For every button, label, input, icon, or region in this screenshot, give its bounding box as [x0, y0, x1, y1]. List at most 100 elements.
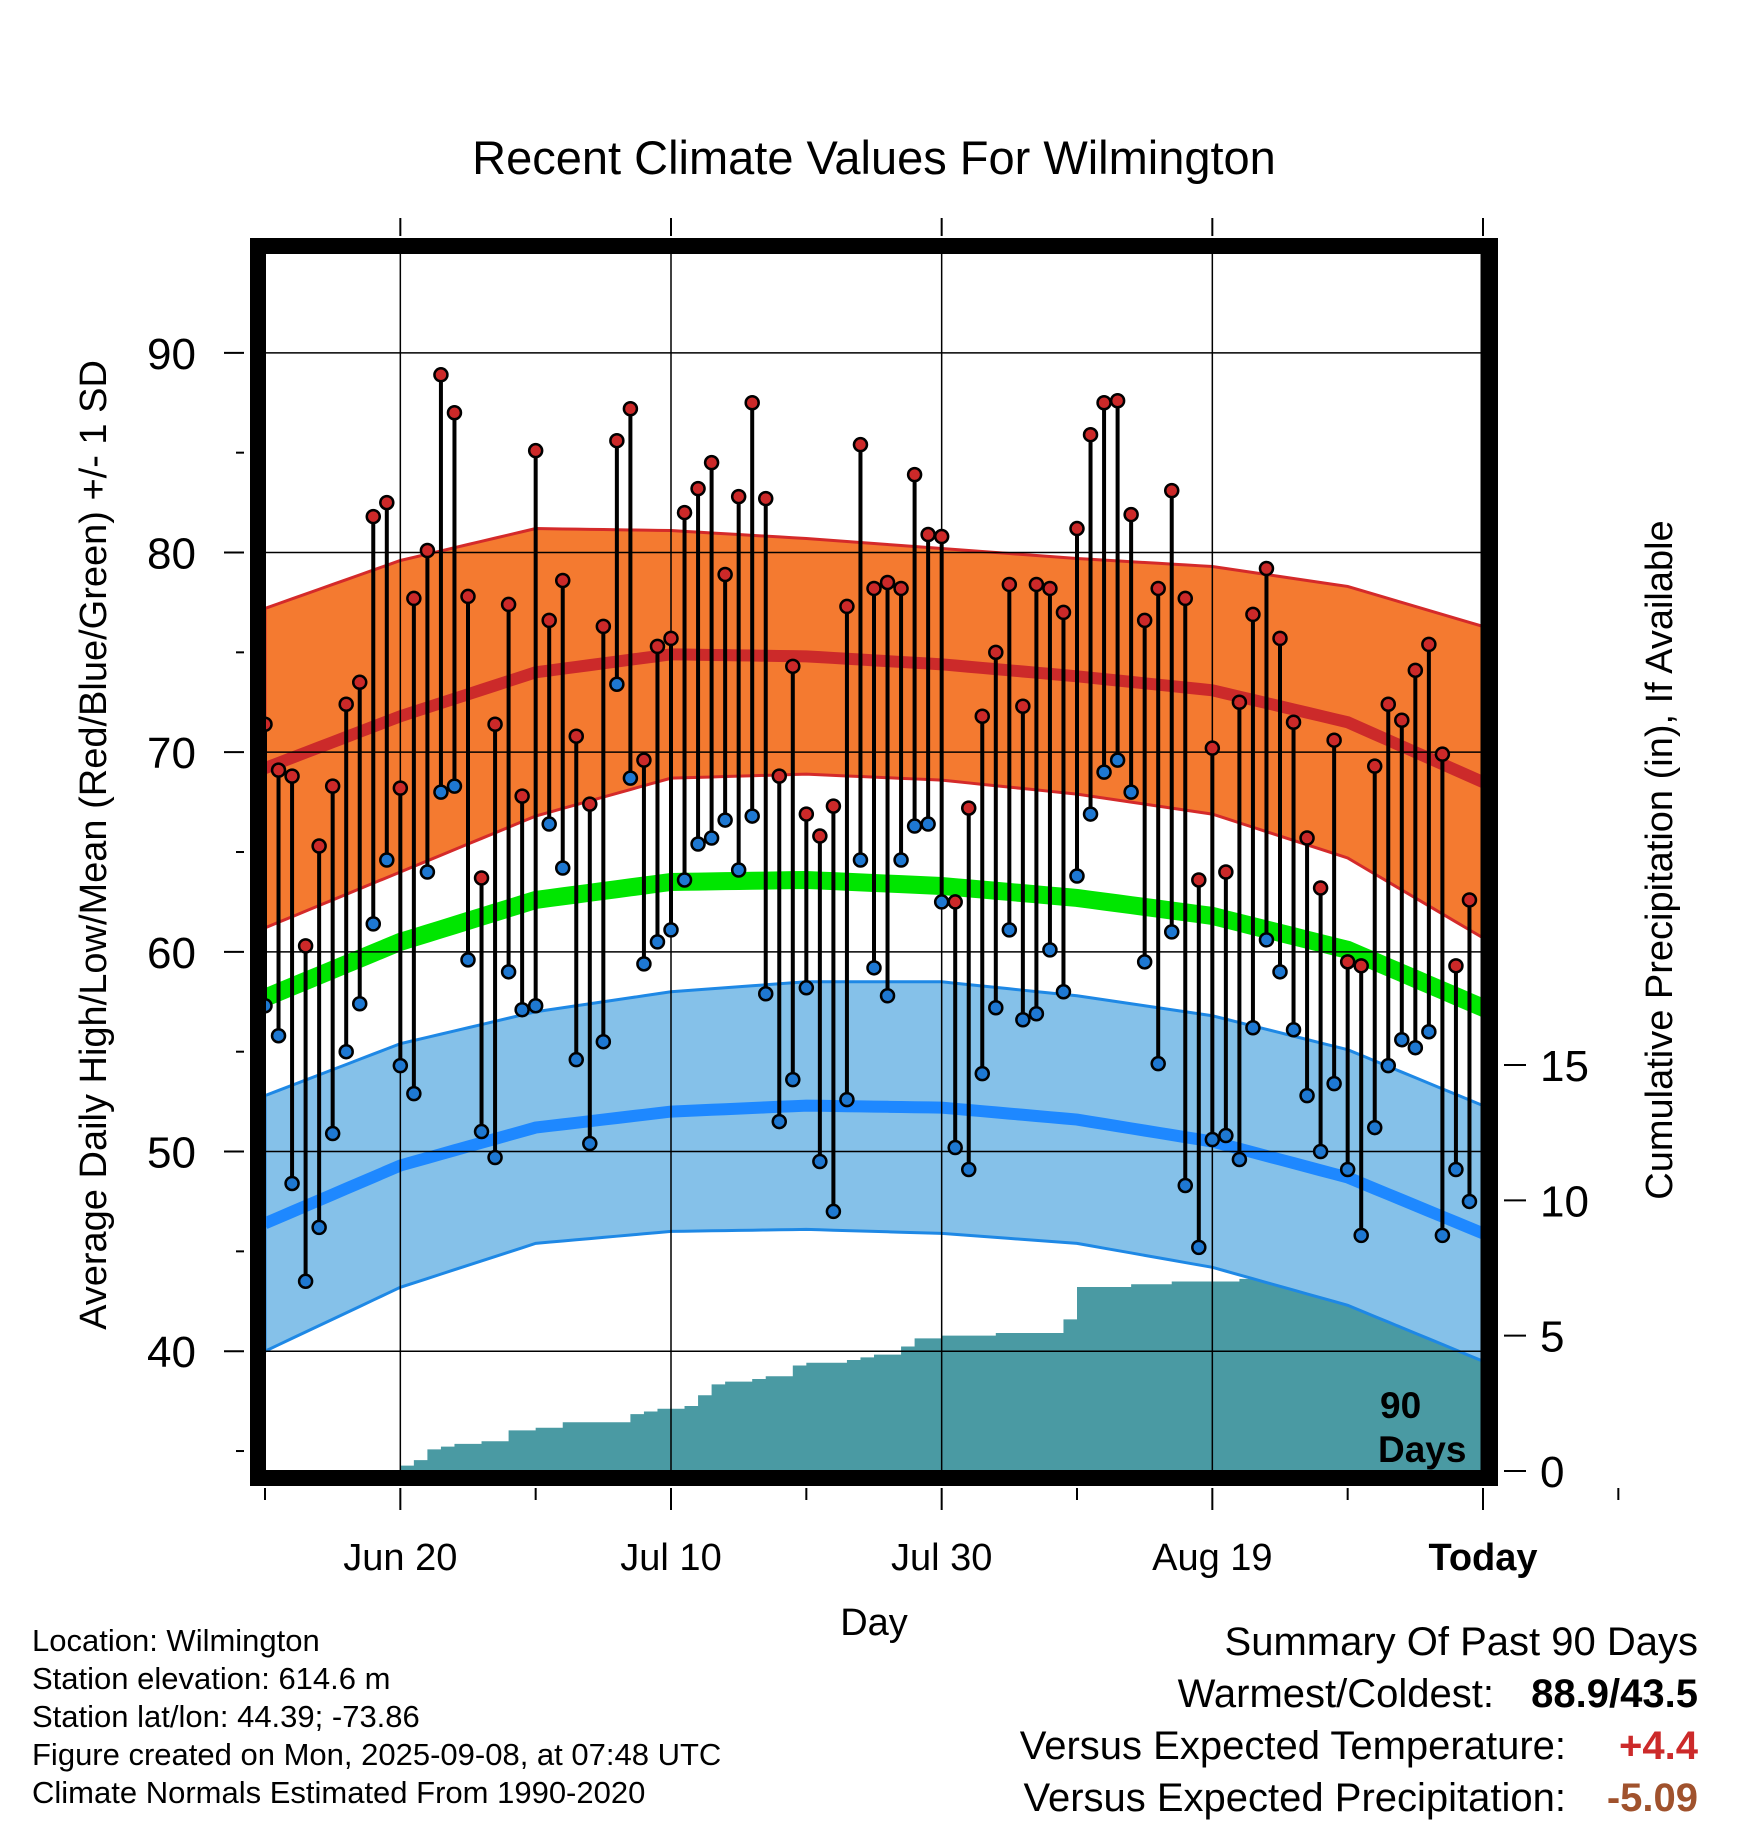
low-point: [433, 784, 449, 800]
high-point: [1177, 590, 1194, 607]
high-point: [622, 400, 639, 417]
high-point: [487, 716, 503, 732]
low-point: [798, 980, 815, 996]
high-point: [419, 542, 436, 559]
high-point: [1096, 395, 1112, 411]
low-point: [676, 872, 693, 888]
low-point: [757, 986, 774, 1002]
high-point: [703, 454, 720, 471]
high-point: [1015, 698, 1031, 715]
y-tick-label: 50: [147, 1129, 196, 1178]
summary-warm-cold-value: 88.9/43.5: [1531, 1672, 1698, 1716]
x-tick-label: Jul 30: [891, 1537, 992, 1579]
chart-title: Recent Climate Values For Wilmington: [472, 131, 1276, 184]
high-point: [1434, 746, 1451, 762]
summary-warm-cold-label: Warmest/Coldest:: [1177, 1672, 1494, 1716]
low-point: [284, 1175, 300, 1192]
today-label-90: 90: [1380, 1385, 1421, 1426]
high-point: [500, 596, 517, 613]
low-point: [1407, 1039, 1424, 1056]
y2-axis-label: Cumulative Precipitation (in), If Availa…: [1639, 520, 1681, 1199]
low-point: [636, 956, 652, 972]
high-point: [446, 404, 463, 421]
low-point: [893, 852, 909, 868]
low-point: [568, 1051, 585, 1068]
high-point: [757, 490, 774, 507]
low-point: [1299, 1087, 1315, 1104]
high-point: [1285, 714, 1302, 730]
low-point: [1028, 1006, 1045, 1022]
high-point: [270, 762, 287, 778]
high-point: [1366, 758, 1383, 774]
low-point: [1231, 1151, 1248, 1168]
high-point: [324, 778, 341, 794]
low-point: [1069, 868, 1085, 884]
low-point: [663, 922, 679, 938]
low-point: [906, 818, 923, 834]
high-point: [812, 828, 828, 844]
summary-precip-value: -5.09: [1606, 1776, 1698, 1820]
high-point: [1272, 630, 1288, 647]
low-point: [1177, 1177, 1194, 1194]
low-point: [1421, 1023, 1437, 1040]
high-point: [1163, 482, 1180, 499]
low-point: [1150, 1055, 1166, 1072]
low-point: [839, 1091, 855, 1108]
low-point: [1258, 932, 1275, 948]
low-point: [1136, 954, 1153, 970]
plot-frame: [250, 238, 1498, 1486]
low-point: [622, 770, 639, 786]
low-point: [812, 1153, 828, 1170]
summary-temp-label: Versus Expected Temperature:: [1019, 1724, 1566, 1768]
low-point: [595, 1033, 612, 1050]
y-tick-label: 70: [147, 729, 196, 778]
y-tick-label: 90: [147, 330, 196, 379]
high-point: [379, 494, 395, 511]
high-point: [1109, 393, 1126, 409]
low-point: [460, 952, 476, 968]
high-point: [893, 580, 909, 597]
low-point: [1123, 784, 1139, 800]
high-point: [473, 870, 490, 886]
high-point: [636, 752, 652, 768]
low-point: [1082, 806, 1099, 822]
high-point: [1028, 576, 1045, 593]
high-point: [663, 630, 679, 647]
high-point: [933, 528, 950, 545]
low-point: [582, 1135, 598, 1152]
high-point: [839, 598, 855, 615]
low-point: [1204, 1131, 1221, 1148]
high-point: [1245, 606, 1261, 623]
high-point: [717, 566, 733, 583]
low-point: [392, 1057, 409, 1074]
high-point: [1421, 636, 1437, 653]
low-point: [609, 676, 625, 693]
high-point: [1407, 662, 1424, 679]
low-point: [406, 1085, 422, 1102]
low-point: [988, 1000, 1004, 1016]
low-point: [1380, 1057, 1397, 1074]
low-point: [1434, 1227, 1451, 1244]
high-point: [1326, 732, 1342, 748]
daily-range-stems: [263, 374, 1472, 1282]
high-point: [798, 806, 815, 822]
low-point: [297, 1273, 314, 1290]
low-point: [920, 816, 936, 832]
low-point: [324, 1125, 341, 1142]
low-point: [527, 998, 544, 1014]
low-point: [1245, 1019, 1261, 1036]
high-point: [582, 796, 598, 812]
low-point: [785, 1071, 801, 1088]
high-point: [1339, 954, 1356, 970]
high-point: [433, 367, 449, 383]
low-point: [365, 916, 382, 932]
low-point: [1339, 1161, 1356, 1178]
high-point: [1150, 580, 1166, 597]
low-point: [960, 1161, 977, 1178]
footer-location: Location: Wilmington: [32, 1623, 320, 1658]
y-axis-label: Average Daily High/Low/Mean (Red/Blue/Gr…: [73, 360, 115, 1330]
summary-precip-label: Versus Expected Precipitation:: [1023, 1776, 1566, 1820]
low-point: [1218, 1127, 1234, 1144]
y2-tick-label: 0: [1540, 1448, 1564, 1497]
